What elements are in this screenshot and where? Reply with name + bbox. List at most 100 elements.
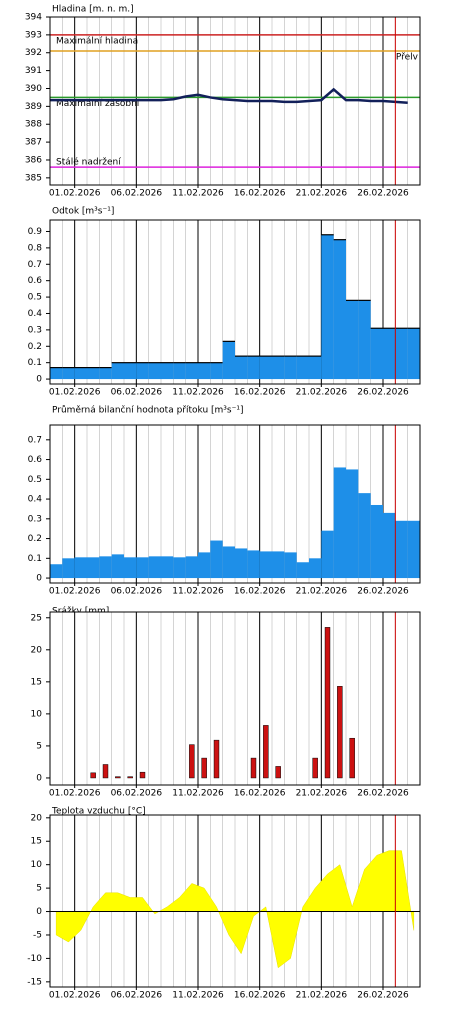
x-tick-label: 26.02.2026 [357, 789, 409, 799]
y-tick-label: 15 [31, 677, 42, 687]
x-tick-label: 06.02.2026 [111, 388, 163, 398]
y-tick-label: 0 [36, 773, 42, 783]
panel-title: Průměrná bilanční hodnota přítoku [m³s⁻¹… [52, 405, 243, 416]
x-tick-label: 16.02.2026 [234, 388, 286, 398]
bar [250, 757, 257, 779]
step-bar [370, 504, 383, 579]
y-tick-label: 0.1 [28, 554, 42, 564]
step-bar [284, 552, 297, 579]
bar [213, 739, 220, 779]
x-tick-label: 11.02.2026 [172, 991, 224, 1001]
y-tick-label: 5 [36, 741, 42, 751]
step-bar [185, 362, 198, 380]
y-tick-label: 393 [25, 30, 42, 40]
y-tick-label: 20 [31, 645, 43, 655]
y-tick-label: 5 [36, 884, 42, 894]
x-tick-label: 01.02.2026 [49, 189, 101, 199]
y-tick-label: 20 [31, 813, 43, 823]
step-bar [259, 551, 272, 579]
step-bar [407, 328, 420, 380]
y-tick-label: -15 [27, 977, 42, 987]
y-tick-label: 394 [25, 13, 42, 23]
y-tick-label: 0 [36, 574, 42, 584]
y-tick-label: 0 [36, 375, 42, 385]
bar [275, 766, 281, 779]
x-tick-label: 21.02.2026 [296, 388, 348, 398]
step-bar [111, 554, 124, 579]
step-bar [148, 556, 161, 579]
step-bar [247, 550, 260, 579]
x-tick-label: 01.02.2026 [49, 388, 101, 398]
step-bar [136, 557, 149, 579]
step-bar [235, 356, 248, 380]
y-tick-label: 392 [25, 48, 42, 58]
x-tick-label: 11.02.2026 [172, 789, 224, 799]
y-tick-label: 10 [31, 860, 43, 870]
y-tick-label: 0.9 [28, 227, 43, 237]
y-tick-label: -10 [27, 954, 42, 964]
y-tick-label: 0.5 [28, 293, 42, 303]
step-bar [148, 362, 161, 380]
step-bar [124, 557, 137, 579]
step-bar [407, 520, 420, 579]
step-bar [296, 356, 309, 380]
step-bar [74, 557, 87, 579]
step-bar [111, 362, 124, 380]
bar [189, 744, 195, 779]
threshold-label: Maximální hladina [56, 36, 138, 46]
step-bar [198, 552, 211, 579]
bar [263, 725, 269, 779]
y-tick-label: 0.3 [28, 514, 42, 524]
threshold-label: Maximální zásobní [56, 99, 140, 109]
step-bar [62, 558, 75, 579]
bar [115, 776, 121, 779]
x-tick-label: 16.02.2026 [234, 189, 286, 199]
step-bar [136, 362, 149, 380]
bar [90, 772, 96, 779]
bar [324, 627, 331, 779]
step-bar [284, 356, 297, 380]
step-bar [358, 493, 371, 579]
step-bar [74, 367, 87, 380]
bar [201, 757, 207, 779]
y-tick-label: 0.4 [28, 495, 43, 505]
y-tick-label: 386 [25, 155, 42, 165]
x-tick-label: 26.02.2026 [357, 388, 409, 398]
y-tick-label: 0.3 [28, 325, 42, 335]
step-bar [124, 362, 137, 380]
x-tick-label: 06.02.2026 [111, 587, 163, 597]
step-bar [346, 300, 359, 380]
y-tick-label: 389 [25, 102, 42, 112]
x-tick-label: 11.02.2026 [172, 388, 224, 398]
x-tick-label: 16.02.2026 [234, 789, 286, 799]
step-bar [210, 362, 223, 380]
step-bar [173, 362, 186, 380]
step-bar [358, 300, 371, 380]
y-tick-label: 0.2 [28, 534, 42, 544]
step-bar [383, 512, 396, 579]
x-tick-label: 21.02.2026 [296, 789, 348, 799]
y-tick-label: 388 [25, 120, 42, 130]
step-bar [272, 551, 285, 579]
y-tick-label: 0.7 [28, 435, 42, 445]
step-bar [395, 328, 408, 380]
level-line [50, 87, 408, 105]
x-tick-label: 16.02.2026 [234, 991, 286, 1001]
y-tick-label: 387 [25, 138, 42, 148]
area [55, 850, 415, 969]
step-bar [272, 356, 285, 380]
bar [337, 686, 343, 779]
step-bar [62, 367, 75, 380]
y-tick-label: 0 [36, 907, 42, 917]
y-tick-label: 385 [25, 173, 42, 183]
plot-frame [49, 814, 421, 988]
step-bar [247, 356, 260, 380]
step-bar [198, 362, 211, 380]
y-tick-label: 391 [25, 66, 42, 76]
x-tick-label: 06.02.2026 [111, 991, 163, 1001]
y-tick-label: 15 [31, 837, 42, 847]
y-tick-label: 0.1 [28, 358, 42, 368]
y-tick-label: 25 [31, 613, 42, 623]
step-bar [87, 557, 100, 579]
